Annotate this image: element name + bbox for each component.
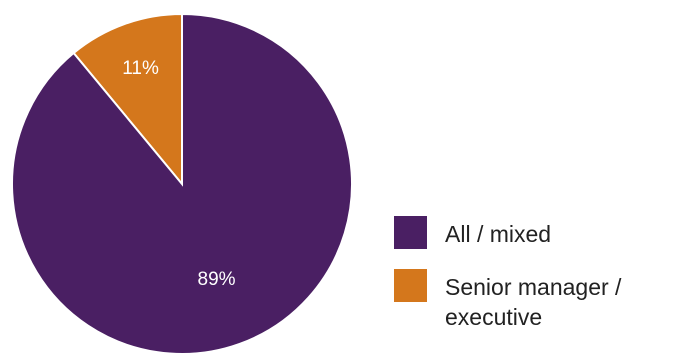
chart-legend: All / mixed Senior manager / executive [394,216,674,352]
legend-swatch [394,269,427,302]
legend-swatch [394,216,427,249]
pie-slice-0 [72,12,183,187]
legend-item-senior-manager: Senior manager / executive [394,269,674,332]
pie-slice-1 [11,12,353,354]
legend-item-all-mixed: All / mixed [394,216,674,249]
slice-data-label-1: 89% [198,269,236,290]
legend-label: All / mixed [445,221,552,247]
legend-label: Senior manager / executive [445,274,622,330]
slice-data-label-0: 11% [122,58,159,79]
